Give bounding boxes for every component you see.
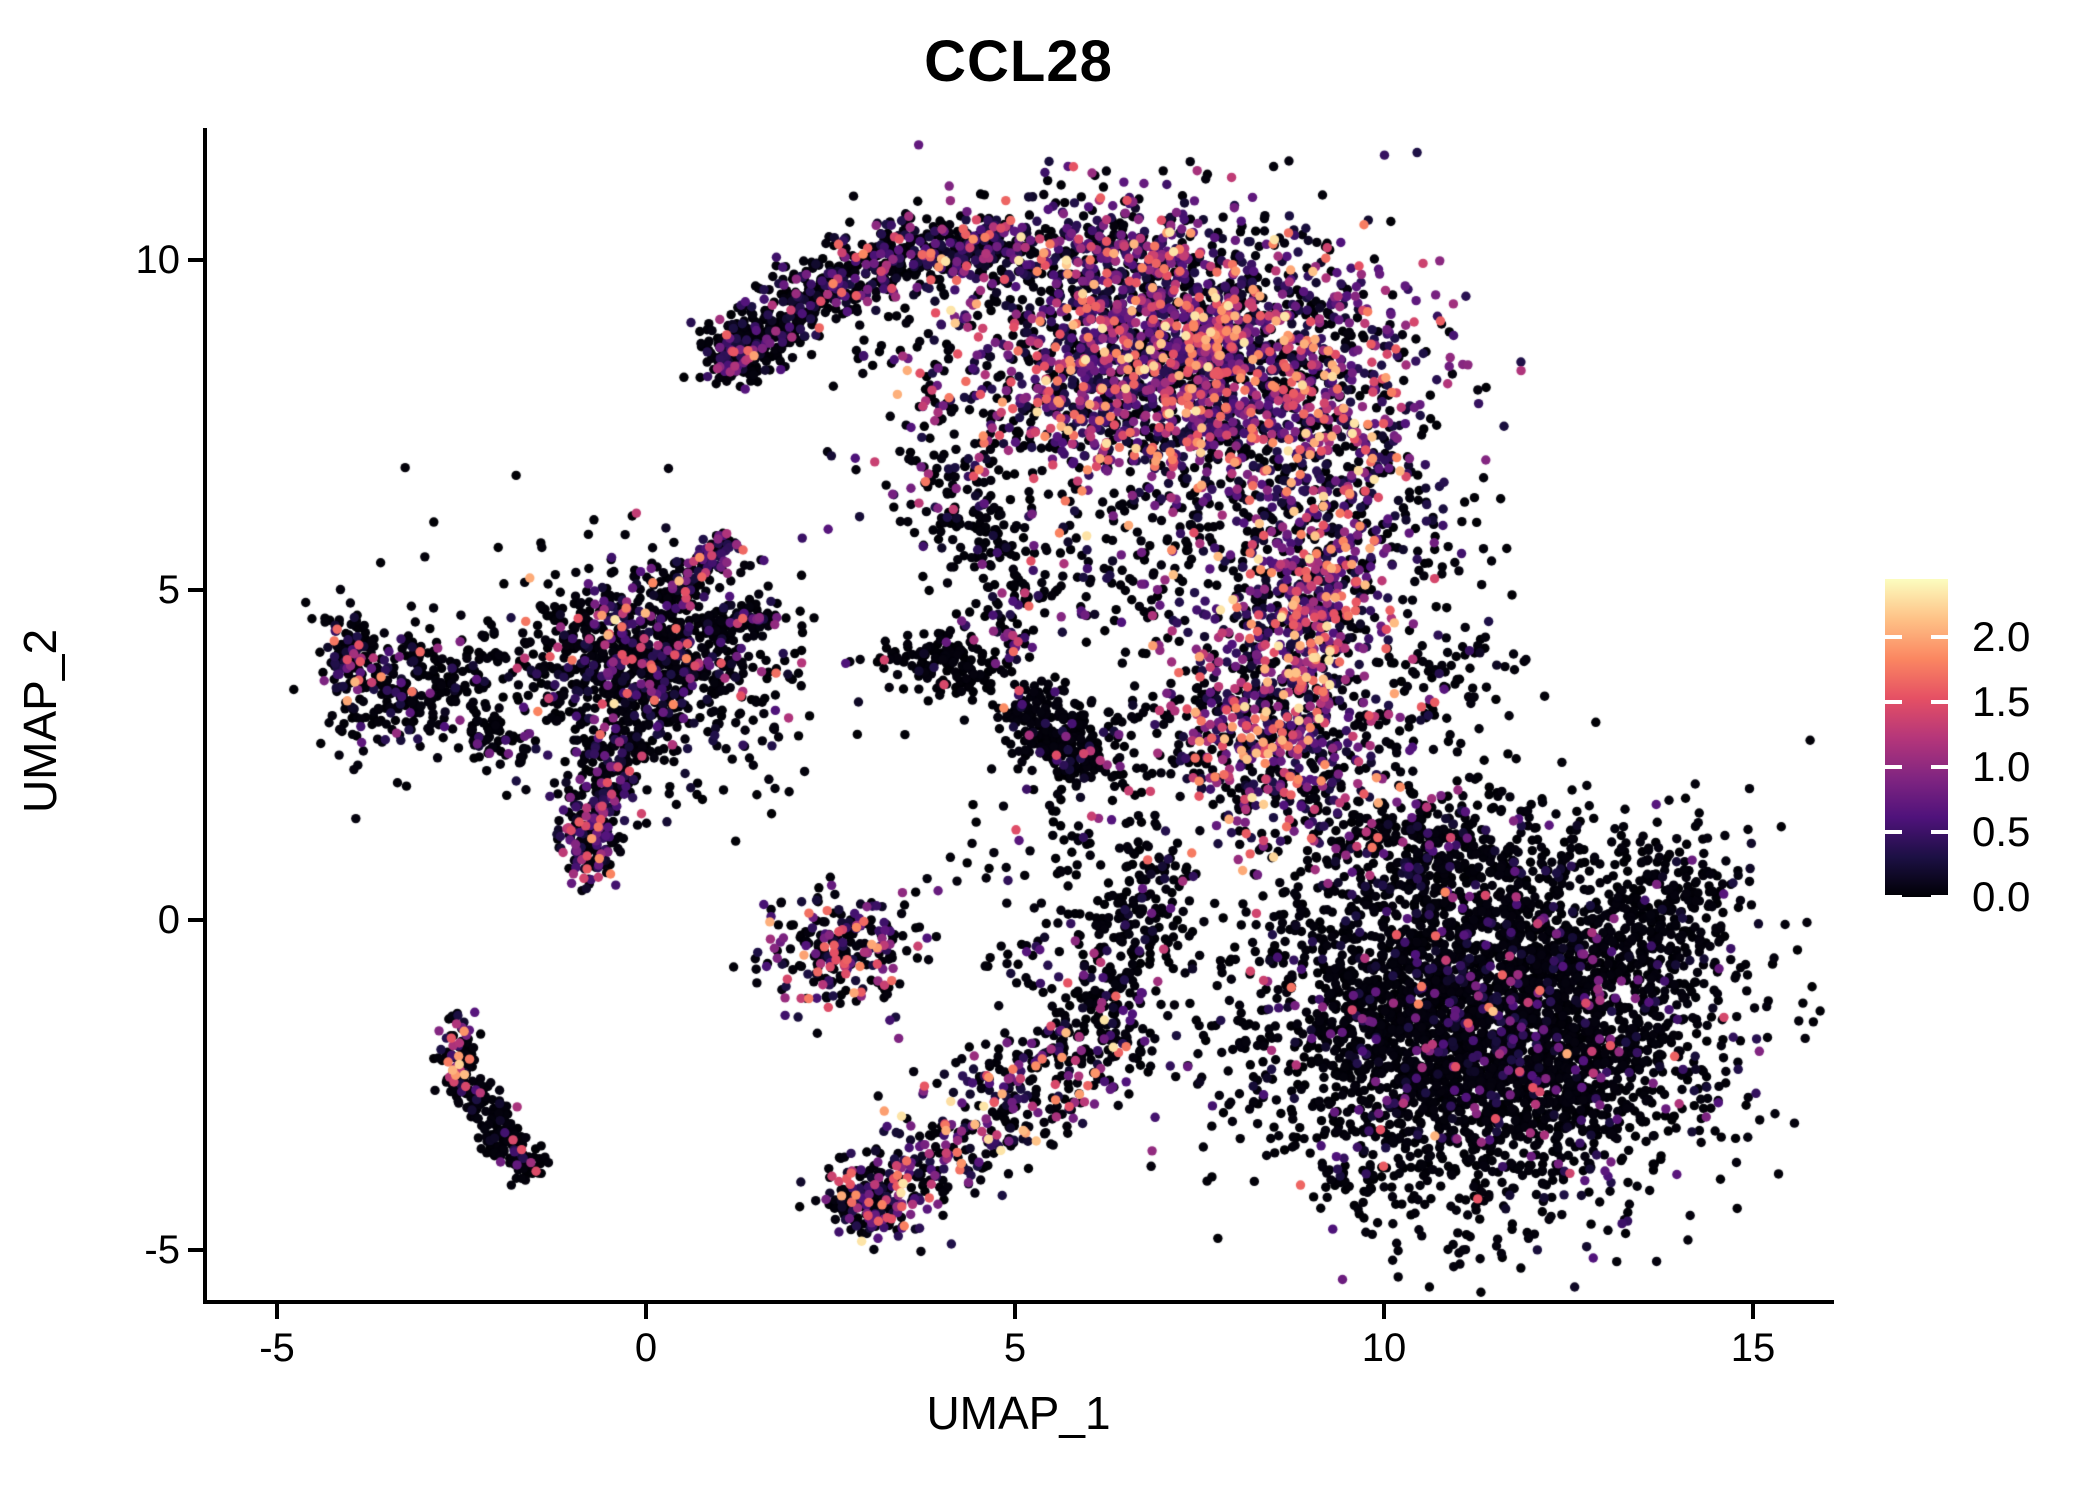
x-tick-label: 0 — [634, 1326, 658, 1370]
colorbar-tick-label: 1.5 — [1972, 678, 2031, 726]
colorbar-tick-mark — [1885, 635, 1902, 640]
y-axis-line — [203, 128, 207, 1304]
y-tick-label: 10 — [135, 238, 181, 282]
colorbar-gradient — [1885, 579, 1948, 897]
colorbar-tick-label: 0.5 — [1972, 808, 2031, 856]
colorbar-tick-mark — [1931, 830, 1948, 835]
x-tick-mark — [1751, 1304, 1755, 1319]
colorbar-tick-label: 1.0 — [1972, 743, 2031, 791]
y-tick-mark — [188, 918, 203, 922]
x-axis-line — [203, 1300, 1834, 1304]
x-tick-mark — [275, 1304, 279, 1319]
x-tick-mark — [644, 1304, 648, 1319]
colorbar-tick-mark — [1885, 700, 1902, 705]
colorbar-tick-label: 2.0 — [1972, 613, 2031, 661]
y-tick-mark — [188, 1248, 203, 1252]
plot-title: CCL28 — [924, 29, 1113, 94]
colorbar-tick-label: 0.0 — [1972, 873, 2031, 920]
colorbar-tick-mark — [1931, 895, 1948, 899]
x-tick-label: 15 — [1730, 1326, 1776, 1370]
y-tick-mark — [188, 588, 203, 592]
y-tick-mark — [188, 258, 203, 262]
x-tick-label: 10 — [1361, 1326, 1407, 1370]
x-tick-mark — [1013, 1304, 1017, 1319]
y-axis-title: UMAP_2 — [14, 628, 66, 814]
y-tick-label: 5 — [157, 568, 180, 612]
colorbar-tick-mark — [1885, 765, 1902, 770]
colorbar-tick-mark — [1885, 895, 1902, 899]
colorbar-tick-mark — [1931, 635, 1948, 640]
y-tick-label: 0 — [157, 898, 180, 942]
colorbar-tick-mark — [1931, 765, 1948, 770]
x-tick-label: 5 — [1003, 1326, 1027, 1370]
colorbar-tick-mark — [1931, 700, 1948, 705]
colorbar-tick-mark — [1885, 830, 1902, 835]
y-tick-label: -5 — [144, 1228, 180, 1272]
x-tick-label: -5 — [259, 1326, 295, 1370]
x-axis-title: UMAP_1 — [926, 1387, 1111, 1439]
x-tick-mark — [1382, 1304, 1386, 1319]
